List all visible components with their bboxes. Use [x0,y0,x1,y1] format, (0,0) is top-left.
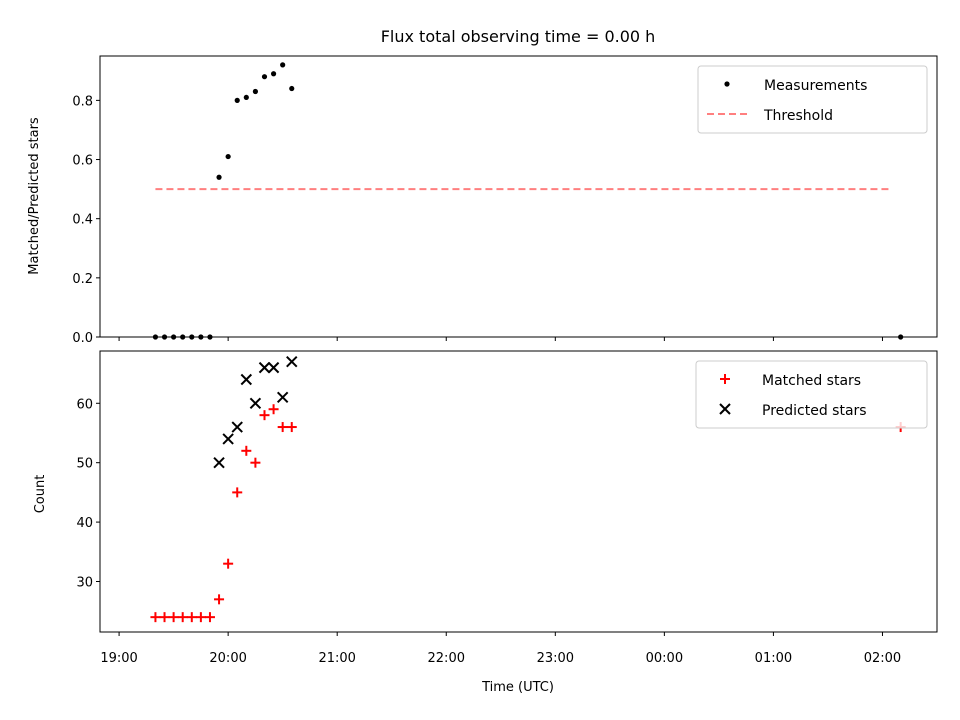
top-y-tick-label: 0.6 [72,154,93,169]
top-axes-frame [99,55,938,338]
bottom-panel: 30 40 50 60 19:00 20:00 21:00 22:00 23:00 00:00 01… [33,350,938,695]
bottom-plot-area [150,355,906,623]
chart-title: Flux total observing time = 0.00 h [381,27,656,46]
top-y-tick-label: 0.8 [72,94,93,109]
legend-label: Measurements [764,78,867,94]
matched-star-point [277,422,288,433]
matched-star-point [268,404,279,415]
measurement-point [289,85,295,92]
x-tick-label: 19:00 [100,651,137,666]
matched-star-point [214,594,225,605]
legend-predicted-swatch [719,403,731,415]
x-tick-label: 00:00 [646,651,683,666]
measurement-point [270,71,277,77]
x-tick-label: 22:00 [428,651,465,666]
predicted-star-point [231,421,243,433]
matched-star-point [232,487,243,498]
legend-frame [695,360,928,429]
measurement-point [234,97,240,103]
predicted-star-point [258,361,271,374]
bottom-y-tick-label: 30 [76,576,93,591]
bottom-legend: Matched stars Predicted stars [695,360,928,429]
legend-matched-swatch [720,374,730,384]
x-tick-label: 01:00 [755,651,792,666]
top-panel: 0.00.20.40.60.8 Matched/Predicted stars … [27,55,938,346]
matched-star-point [177,612,188,623]
measurement-point [280,62,286,68]
top-y-tick-label: 0.4 [72,213,93,228]
top-y-tick-label: 0.0 [72,331,93,346]
top-plot-area [152,62,904,340]
matched-star-point [250,457,261,468]
predicted-star-point [286,355,298,368]
predicted-star-point [213,456,225,469]
matched-star-point [204,612,215,623]
x-tick-label: 20:00 [209,651,246,666]
x-tick-label: 23:00 [537,651,574,666]
top-y-tick-label: 0.2 [72,272,93,287]
measurement-point [216,174,222,180]
matched-star-point [223,558,234,569]
bottom-y-tick-label: 50 [76,457,93,472]
predicted-star-point [276,391,289,404]
bottom-axes-frame [99,350,938,633]
matched-star-point [150,612,161,623]
x-tick-label: 02:00 [864,651,901,666]
predicted-star-point [267,361,280,374]
legend-measurements-swatch [724,81,730,87]
x-axis-label: Time (UTC) [481,680,554,695]
legend-label: Predicted stars [762,403,867,419]
legend-label: Threshold [763,108,833,124]
predicted-star-point [249,397,262,409]
top-y-axis-label: Matched/Predicted stars [27,117,42,275]
bottom-y-axis-label: Count [33,475,48,514]
top-legend: Measurements Threshold [697,65,928,134]
measurement-point [225,153,231,160]
predicted-star-point [222,433,234,445]
x-tick-label: 21:00 [318,651,355,666]
matched-star-point [286,422,297,433]
measurement-point [261,74,268,80]
bottom-y-tick-label: 40 [76,516,93,531]
measurement-point [243,94,249,101]
predicted-star-point [240,373,253,386]
legend-label: Matched stars [762,373,861,389]
matched-star-point [159,612,170,623]
matched-star-point [241,445,252,456]
matched-star-point [168,612,179,623]
matched-star-point [259,410,270,421]
matched-star-point [186,612,197,623]
bottom-y-tick-label: 60 [76,397,93,412]
matched-star-point [195,612,206,623]
measurement-point [252,88,259,95]
legend-frame [697,65,928,134]
